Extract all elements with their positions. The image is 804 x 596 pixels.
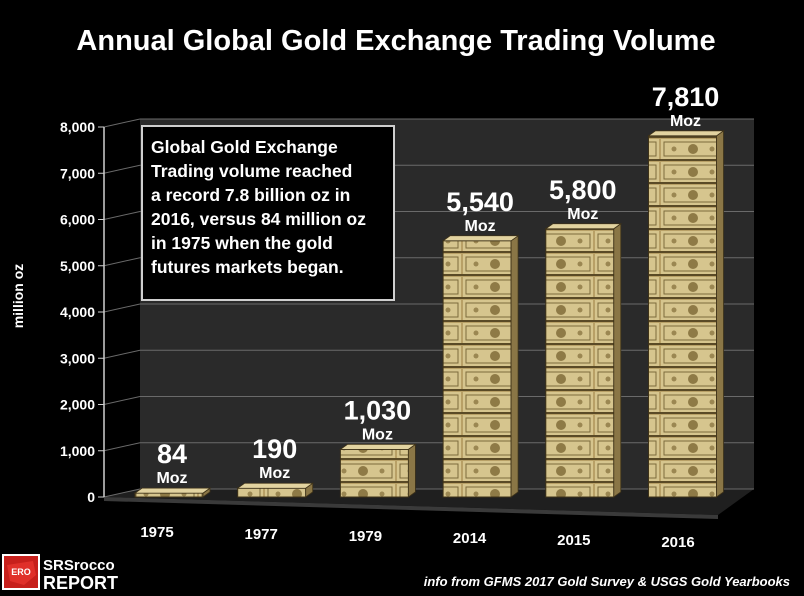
gridline-depth: [103, 303, 141, 313]
data-label-unit: Moz: [259, 465, 290, 482]
annotation-line: a record 7.8 billion oz in: [151, 185, 351, 205]
y-tick-label: 5,000: [60, 258, 95, 274]
data-label-unit: Moz: [670, 113, 701, 130]
data-labels: 84Moz190Moz1,030Moz5,540Moz5,800Moz7,810…: [156, 82, 719, 487]
x-tick-label: 1979: [349, 528, 382, 545]
data-label-value: 5,800: [549, 175, 617, 205]
bar-2016: [647, 130, 725, 498]
logo-badge-text: ERO: [11, 567, 31, 577]
bar-top: [647, 130, 725, 137]
bar-1979: [339, 443, 417, 498]
bar-top: [441, 235, 520, 242]
chart-title: Annual Global Gold Exchange Trading Volu…: [76, 25, 715, 57]
y-tick-label: 8,000: [60, 119, 95, 135]
x-tick-label: 1975: [140, 524, 173, 541]
data-label-unit: Moz: [156, 470, 187, 487]
annotation-line: in 1975 when the gold: [151, 233, 333, 253]
gridline-depth: [103, 349, 141, 359]
bar-1977: [236, 482, 314, 498]
data-label-value: 7,810: [652, 82, 720, 112]
annotation-line: futures markets began.: [151, 257, 344, 277]
bar-front: [339, 448, 409, 498]
data-label-value: 84: [157, 439, 187, 469]
y-tick-label: 0: [87, 489, 95, 505]
logo-map-icon: [7, 561, 36, 585]
gridline-depth: [103, 488, 141, 498]
annotation-line: Trading volume reached: [151, 161, 353, 181]
data-label-unit: Moz: [567, 206, 598, 223]
y-tick-label: 1,000: [60, 443, 95, 459]
bar-front: [134, 492, 204, 498]
annotation-line: 2016, versus 84 million oz: [151, 209, 366, 229]
gridline-depth: [103, 257, 141, 267]
annotation-box: Global Gold Exchange Trading volume reach…: [141, 125, 395, 301]
bar-side: [510, 234, 519, 498]
x-tick-label: 2014: [453, 530, 487, 547]
gridline-depth: [103, 164, 141, 174]
x-tick-label: 2016: [661, 534, 694, 551]
y-tick-label: 3,000: [60, 350, 95, 366]
bar-top: [133, 487, 212, 494]
y-tick-label: 4,000: [60, 304, 95, 320]
bar-top: [544, 223, 623, 230]
data-label-value: 1,030: [344, 395, 412, 425]
bar-2014: [441, 234, 520, 498]
y-axis-label: million oz: [10, 264, 26, 329]
y-tick-label: 2,000: [60, 397, 95, 413]
data-label-unit: Moz: [465, 218, 496, 235]
bar-front: [545, 228, 615, 498]
floor-edge: [104, 497, 718, 519]
x-axis-categories: 1975 1977 1979 2014 2015 2016: [140, 524, 694, 551]
logo-line2: REPORT: [43, 573, 118, 593]
bars: [133, 130, 725, 498]
gridline-depth: [103, 118, 141, 128]
gridline-depth: [103, 211, 141, 220]
bar-top: [236, 482, 314, 489]
gridline-depth: [103, 442, 141, 452]
bar-side: [716, 130, 724, 498]
data-label-value: 5,540: [446, 187, 514, 217]
y-axis: 0 1,000 2,000 3,000 4,000 5,000 6,000 7,000 8,00…: [60, 119, 105, 505]
source-note: info from GFMS 2017 Gold Survey & USGS G…: [424, 574, 790, 589]
data-label-value: 190: [252, 434, 297, 464]
y-tick-label: 6,000: [60, 212, 95, 228]
bar-2015: [544, 222, 623, 498]
bar-1975: [133, 487, 212, 498]
annotation-line: Global Gold Exchange: [151, 137, 338, 157]
bar-side: [613, 222, 622, 498]
bar-front: [442, 240, 512, 498]
bar-top: [339, 443, 417, 450]
y-tick-label: 7,000: [60, 165, 95, 181]
srsrocco-logo: ERO SRSrocco REPORT: [2, 554, 118, 593]
x-tick-label: 2015: [557, 532, 590, 549]
gridline-depth: [103, 396, 141, 405]
bar-front: [237, 487, 307, 498]
bar-front: [648, 135, 717, 498]
x-tick-label: 1977: [245, 526, 278, 543]
bar-side: [407, 443, 416, 498]
data-label-unit: Moz: [362, 426, 393, 443]
logo-line1: SRSrocco: [43, 557, 115, 574]
